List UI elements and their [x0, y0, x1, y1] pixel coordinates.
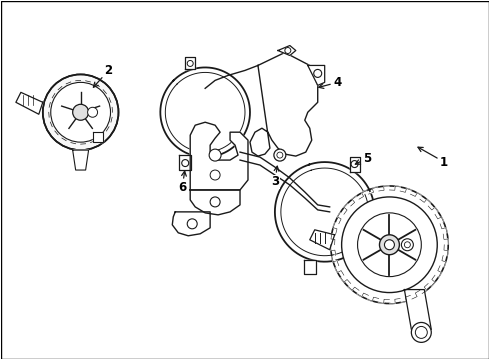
Circle shape [277, 152, 283, 158]
Circle shape [51, 82, 111, 142]
Circle shape [342, 197, 437, 293]
Circle shape [404, 242, 410, 248]
Polygon shape [351, 196, 357, 206]
Polygon shape [332, 256, 339, 266]
Polygon shape [331, 233, 335, 245]
Polygon shape [411, 193, 422, 197]
Polygon shape [357, 293, 368, 297]
Polygon shape [73, 150, 89, 170]
Polygon shape [341, 278, 351, 283]
Polygon shape [400, 189, 412, 192]
Text: 3: 3 [271, 166, 279, 189]
Polygon shape [348, 286, 359, 290]
Polygon shape [349, 157, 360, 172]
Circle shape [43, 75, 119, 150]
Polygon shape [412, 290, 420, 299]
Text: 6: 6 [178, 171, 186, 194]
Circle shape [331, 186, 448, 303]
Circle shape [314, 69, 322, 77]
Polygon shape [185, 58, 195, 69]
Polygon shape [390, 298, 400, 303]
Text: 5: 5 [355, 152, 371, 165]
Polygon shape [308, 66, 325, 85]
Polygon shape [390, 186, 401, 190]
Polygon shape [440, 224, 447, 233]
Polygon shape [344, 203, 348, 214]
Polygon shape [420, 199, 431, 203]
Polygon shape [378, 299, 390, 303]
Polygon shape [428, 206, 439, 212]
Circle shape [182, 159, 189, 167]
Polygon shape [435, 214, 444, 222]
Polygon shape [404, 289, 431, 329]
Circle shape [385, 240, 394, 250]
Text: 1: 1 [418, 147, 448, 168]
Circle shape [401, 239, 414, 251]
Polygon shape [431, 275, 435, 286]
Polygon shape [16, 92, 43, 114]
Polygon shape [310, 230, 335, 250]
Circle shape [285, 48, 291, 54]
Circle shape [210, 170, 220, 180]
Polygon shape [250, 53, 318, 156]
Polygon shape [93, 132, 102, 142]
Circle shape [88, 107, 98, 117]
Circle shape [416, 327, 427, 338]
Polygon shape [304, 260, 316, 274]
Text: 2: 2 [94, 64, 113, 87]
Polygon shape [442, 256, 446, 267]
Polygon shape [179, 155, 191, 170]
Circle shape [274, 149, 286, 161]
Circle shape [351, 161, 358, 167]
Polygon shape [190, 122, 248, 190]
Circle shape [379, 235, 399, 255]
Text: 4: 4 [319, 76, 342, 89]
Circle shape [358, 213, 421, 276]
Polygon shape [359, 190, 367, 199]
Polygon shape [422, 283, 428, 294]
Polygon shape [367, 297, 379, 301]
Polygon shape [278, 45, 296, 55]
Polygon shape [444, 245, 448, 256]
Polygon shape [190, 190, 240, 215]
Polygon shape [333, 222, 337, 234]
Polygon shape [172, 212, 210, 236]
Polygon shape [331, 245, 336, 256]
Polygon shape [368, 187, 378, 194]
Polygon shape [401, 295, 411, 302]
Polygon shape [438, 266, 441, 278]
Circle shape [73, 104, 89, 120]
Circle shape [412, 323, 431, 342]
Circle shape [209, 149, 221, 161]
Polygon shape [443, 234, 448, 245]
Circle shape [210, 197, 220, 207]
Circle shape [187, 60, 193, 67]
Circle shape [187, 219, 197, 229]
Polygon shape [335, 267, 344, 275]
Polygon shape [379, 186, 390, 191]
Polygon shape [338, 212, 341, 224]
